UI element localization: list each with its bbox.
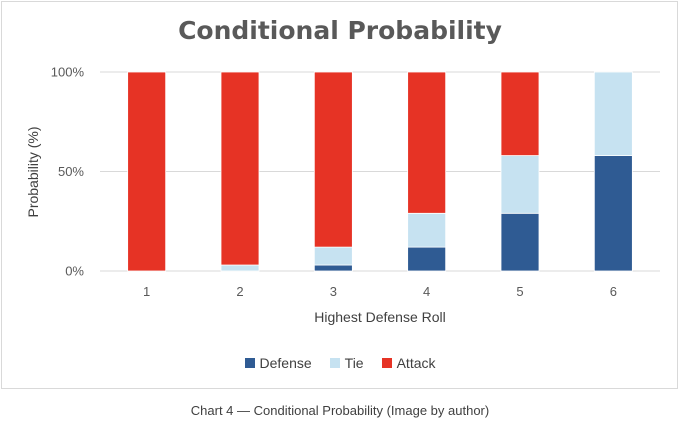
chart-title: Conditional Probability	[178, 16, 502, 45]
bar-defense-5	[500, 212, 540, 272]
bar-defense-6	[593, 155, 633, 272]
y-axis-label: Probability (%)	[25, 126, 41, 217]
x-tick-label: 6	[610, 284, 617, 299]
legend-swatch	[329, 358, 340, 368]
x-tick-labels: 1 2 3 4 5 6	[143, 284, 617, 299]
bars	[127, 71, 633, 272]
legend-label: Tie	[344, 355, 364, 371]
x-tick-label: 5	[516, 284, 523, 299]
bar-defense-3	[313, 264, 353, 272]
y-tick-labels: 0% 50% 100%	[51, 65, 85, 279]
y-tick-label: 0%	[65, 264, 84, 279]
x-tick-label: 2	[236, 284, 243, 299]
bar-tie-6	[593, 71, 633, 156]
x-tick-label: 3	[330, 284, 337, 299]
y-tick-label: 100%	[51, 65, 85, 80]
legend-item-tie: Tie	[329, 355, 364, 371]
x-axis-label: Highest Defense Roll	[314, 309, 446, 325]
figure-caption: Chart 4 — Conditional Probability (Image…	[190, 403, 490, 418]
bar-tie-5	[500, 155, 540, 214]
bar-defense-4	[407, 246, 447, 272]
legend-swatch	[244, 358, 255, 368]
legend-item-attack: Attack	[381, 355, 436, 371]
legend-label: Attack	[396, 355, 436, 371]
bar-attack-3	[313, 71, 353, 248]
bar-tie-3	[313, 246, 353, 266]
legend-label: Defense	[259, 355, 312, 371]
x-tick-label: 4	[423, 284, 430, 299]
legend-item-defense: Defense	[244, 355, 312, 371]
x-tick-label: 1	[143, 284, 150, 299]
gridlines	[100, 71, 660, 272]
bar-attack-4	[407, 71, 447, 214]
bar-tie-4	[407, 212, 447, 248]
y-tick-label: 50%	[58, 164, 84, 179]
bar-attack-5	[500, 71, 540, 156]
bar-attack-1	[127, 71, 167, 272]
bar-tie-2	[220, 264, 260, 272]
chart-legend: Defense Tie Attack	[0, 355, 680, 371]
bar-attack-2	[220, 71, 260, 266]
legend-swatch	[381, 358, 392, 368]
